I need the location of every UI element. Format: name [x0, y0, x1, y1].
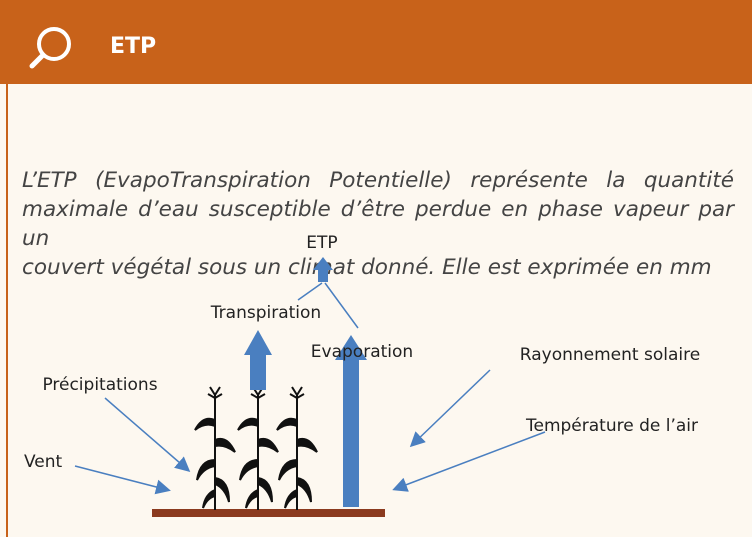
header-title: ETP [110, 34, 157, 59]
label: Evaporation [311, 342, 413, 362]
evaporation-arrow [335, 335, 367, 507]
plants [194, 386, 318, 511]
label: Température de l’air [525, 416, 698, 436]
left-border [6, 84, 8, 537]
paragraph-line: maximale d’eau susceptible d’être perdue… [22, 197, 734, 251]
etp-arrow [313, 257, 333, 282]
transpiration-arrow [244, 330, 272, 390]
label: Vent [24, 452, 63, 472]
label: Précipitations [42, 375, 157, 395]
paragraph-line: couvert végétal sous un climat donné. El… [22, 255, 712, 280]
paragraph-line: L’ETP (EvapoTranspiration Potentielle) r… [22, 168, 734, 193]
diagram: ETP Transpiration Evaporation Précipitat… [24, 233, 700, 517]
paragraph: L’ETP (EvapoTranspiration Potentielle) r… [22, 166, 734, 282]
ground [152, 509, 385, 517]
label: ETP [306, 233, 337, 253]
search-icon [29, 27, 71, 69]
label: Transpiration [210, 303, 321, 323]
label: Rayonnement solaire [520, 345, 700, 365]
connectors [297, 282, 359, 329]
header: ETP [0, 0, 752, 84]
big-arrows [244, 257, 367, 507]
factor-arrows [74, 369, 546, 495]
